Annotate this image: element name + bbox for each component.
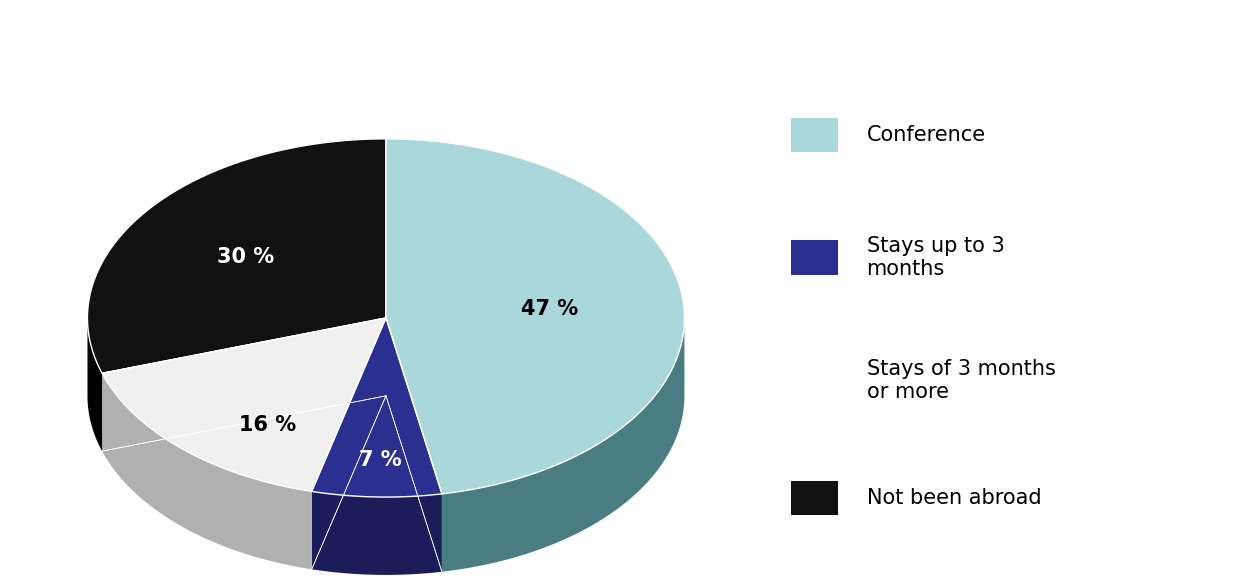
Text: 47 %: 47 %: [520, 298, 578, 319]
Text: Not been abroad: Not been abroad: [867, 488, 1041, 508]
Text: 7 %: 7 %: [359, 450, 401, 470]
Polygon shape: [442, 320, 685, 572]
Polygon shape: [102, 373, 311, 569]
Text: 16 %: 16 %: [239, 415, 296, 435]
Polygon shape: [87, 319, 102, 451]
Text: 30 %: 30 %: [218, 247, 274, 267]
Bar: [791, 118, 838, 152]
Text: Stays of 3 months
or more: Stays of 3 months or more: [867, 359, 1056, 402]
Bar: [791, 481, 838, 515]
Polygon shape: [386, 139, 685, 494]
Text: Conference: Conference: [867, 125, 986, 145]
Text: Stays up to 3
months: Stays up to 3 months: [867, 236, 1005, 279]
Bar: [791, 241, 838, 275]
Polygon shape: [102, 318, 386, 491]
Polygon shape: [311, 491, 442, 575]
Polygon shape: [87, 139, 386, 373]
Polygon shape: [311, 318, 442, 497]
